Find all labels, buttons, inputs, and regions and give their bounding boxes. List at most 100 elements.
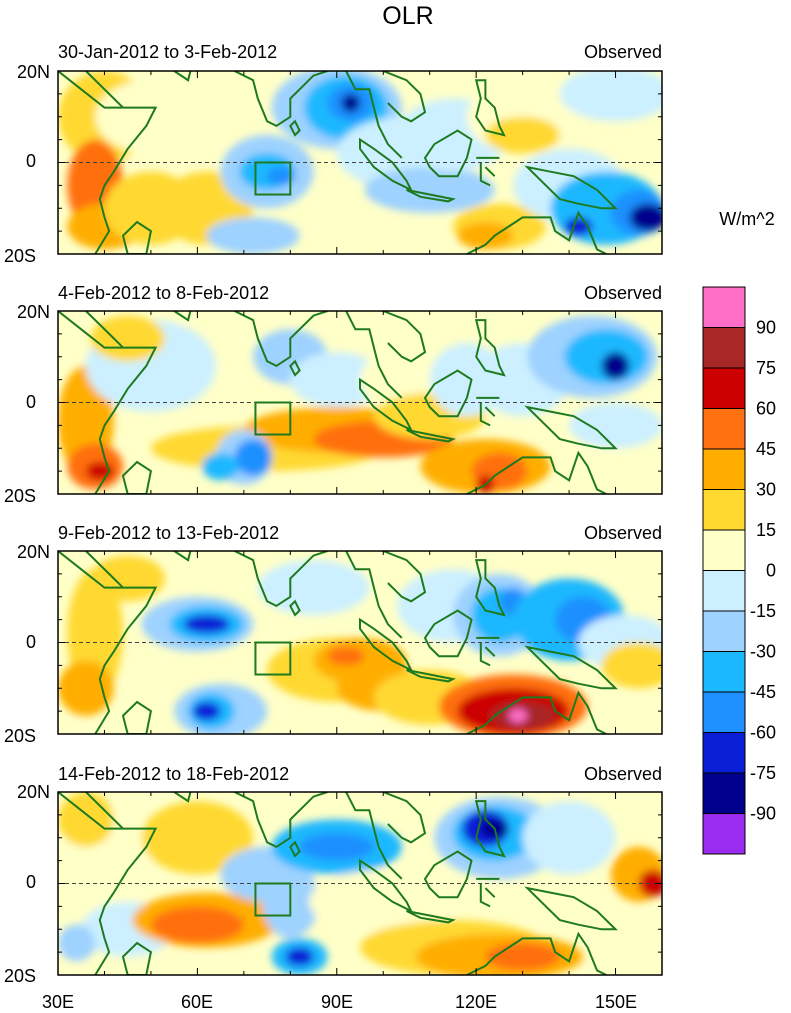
lat-label-20n: 20N	[17, 542, 50, 562]
lat-label-20n: 20N	[17, 62, 50, 82]
coastline	[406, 669, 456, 683]
lat-label-20n: 20N	[17, 302, 50, 322]
coastline	[524, 405, 618, 450]
coastline	[289, 359, 301, 377]
coastline	[423, 609, 473, 658]
lat-label-0: 0	[26, 392, 36, 412]
colorbar-swatch	[702, 813, 746, 855]
coastline	[85, 71, 192, 109]
coastline	[289, 840, 301, 858]
coastline	[474, 79, 506, 137]
coastline	[345, 551, 403, 639]
coastline	[474, 800, 506, 858]
colorbar-label: 45	[756, 439, 776, 459]
olr-anomaly-region	[485, 942, 560, 971]
olr-anomaly-region	[629, 203, 662, 232]
lon-label-90e: 90E	[321, 992, 353, 1012]
longitude-axis: 30E 60E 90E 120E 150E	[42, 992, 637, 1012]
olr-anomaly-region	[90, 315, 165, 362]
olr-anomaly-region	[341, 93, 361, 113]
lon-label-60e: 60E	[181, 992, 213, 1012]
colorbar-label: -75	[750, 763, 776, 783]
olr-field-map	[57, 550, 663, 735]
olr-anomaly-region	[364, 167, 495, 213]
colorbar-swatch	[702, 529, 746, 571]
coastline	[289, 599, 301, 617]
colorbar-swatch	[702, 327, 746, 369]
colorbar-swatch	[702, 408, 746, 450]
lat-label-20s: 20S	[4, 966, 36, 986]
lon-label-120e: 120E	[455, 992, 497, 1012]
region-box	[254, 161, 292, 196]
colorbar-label: -30	[750, 642, 776, 662]
panel-tag: Observed	[584, 283, 662, 303]
olr-anomaly-region	[601, 352, 630, 380]
coastline	[58, 311, 158, 494]
coastline	[406, 188, 456, 203]
coastline	[382, 551, 427, 603]
region-box	[254, 882, 292, 917]
lon-label-30e: 30E	[42, 992, 74, 1012]
coastline	[85, 792, 192, 830]
colorbar-swatch	[702, 448, 746, 490]
coastline	[464, 690, 607, 734]
colorbar-label: 15	[756, 520, 776, 540]
olr-anomaly-region	[638, 869, 662, 898]
coastline	[345, 792, 403, 880]
olr-anomaly-region	[141, 801, 254, 875]
coastline	[382, 311, 427, 363]
colorbar-label: 60	[756, 399, 776, 419]
coastline	[121, 220, 153, 254]
coastline	[423, 369, 473, 418]
coastline	[524, 886, 618, 931]
colorbar-label: -90	[750, 804, 776, 824]
coastline	[121, 460, 153, 494]
coastline	[85, 551, 192, 589]
coastline	[345, 311, 403, 399]
coastline	[423, 850, 473, 899]
colorbar-swatch	[702, 286, 746, 328]
colorbar-swatch	[702, 732, 746, 774]
coastline	[289, 119, 301, 137]
panel-1: 30-Jan-2012 to 3-Feb-2012 Observed 20N 0…	[4, 42, 663, 266]
coastline	[234, 792, 328, 849]
colorbar-label: 30	[756, 480, 776, 500]
olr-anomaly-region	[192, 701, 221, 721]
olr-anomaly-region	[267, 167, 295, 186]
olr-anomaly-region	[150, 71, 244, 145]
coastline	[423, 129, 473, 178]
coastline	[524, 165, 618, 210]
olr-anomaly-region	[559, 71, 662, 122]
olr-anomaly-region	[508, 708, 528, 723]
colorbar-label: -60	[750, 723, 776, 743]
olr-anomaly-region	[257, 560, 370, 616]
coastline	[345, 71, 403, 159]
olr-anomaly-region	[206, 217, 300, 254]
panel-date-range: 9-Feb-2012 to 13-Feb-2012	[58, 523, 279, 543]
panel-2: 4-Feb-2012 to 8-Feb-2012 Observed 20N 0 …	[4, 283, 663, 506]
olr-anomaly-region	[569, 402, 662, 449]
coastline	[58, 792, 158, 975]
olr-anomaly-region	[90, 555, 165, 602]
olr-anomaly-region	[234, 439, 272, 476]
coastline	[476, 636, 500, 667]
olr-anomaly-region	[327, 647, 365, 666]
colorbar-swatch	[702, 691, 746, 733]
colorbar: 90 75 60 45 30 15 0 -15 -30 -45 -60 -75 -90	[702, 286, 776, 855]
coastline	[234, 311, 328, 368]
coastline	[464, 450, 607, 494]
colorbar-swatch	[702, 772, 746, 814]
panel-tag: Observed	[584, 764, 662, 784]
olr-anomaly-region	[183, 615, 230, 634]
lat-label-0: 0	[26, 151, 36, 171]
panel-tag: Observed	[584, 42, 662, 62]
lat-label-20n: 20N	[17, 782, 50, 802]
coastline	[382, 71, 427, 123]
coastline	[474, 319, 506, 377]
olr-anomaly-region	[58, 792, 114, 847]
coastline	[464, 931, 607, 975]
olr-anomaly-region	[285, 947, 314, 966]
olr-anomaly-region	[290, 352, 384, 408]
panel-date-range: 4-Feb-2012 to 8-Feb-2012	[58, 283, 269, 303]
